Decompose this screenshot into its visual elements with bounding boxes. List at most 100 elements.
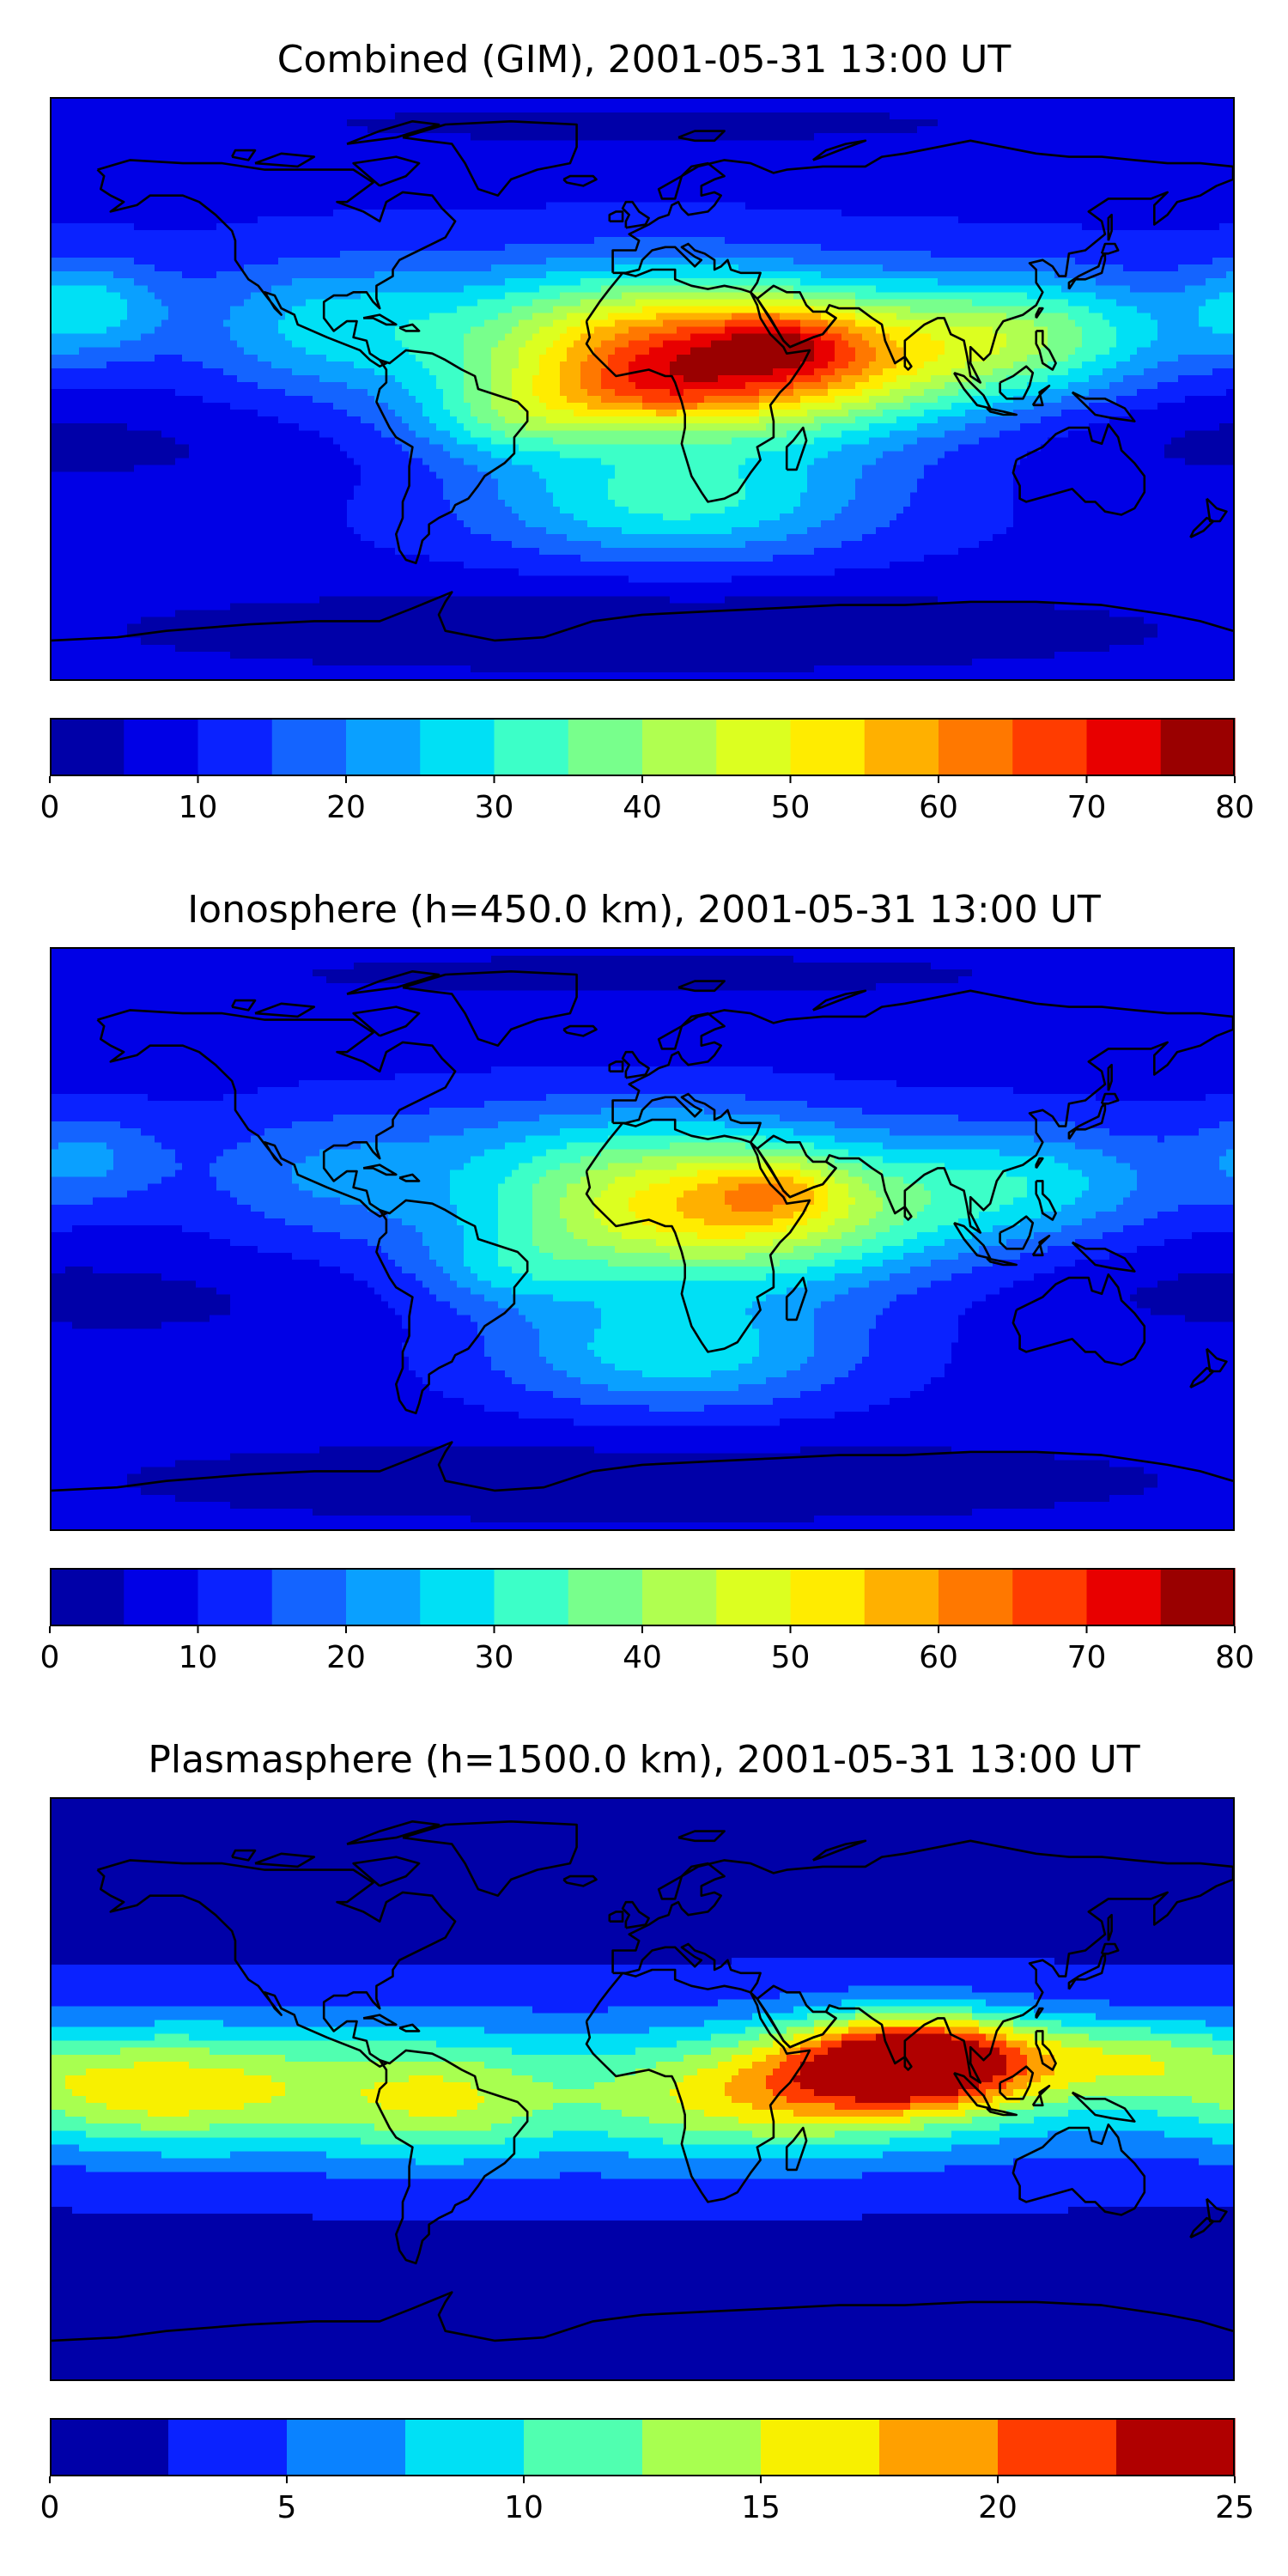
contour-cell — [615, 264, 623, 272]
contour-cell — [340, 112, 348, 120]
contour-cell — [1109, 99, 1117, 106]
contour-cell — [285, 140, 293, 149]
contour-cell — [683, 154, 691, 162]
contour-cell — [93, 251, 100, 258]
contour-cell — [896, 112, 904, 120]
contour-cell — [1054, 278, 1062, 287]
contour-cell — [704, 209, 712, 217]
contour-cell — [1226, 99, 1233, 106]
contour-cell — [663, 209, 671, 217]
contour-cell — [464, 147, 471, 155]
contour-cell — [443, 292, 451, 301]
contour-cell — [120, 161, 128, 169]
contour-cell — [409, 278, 416, 287]
contour-cell — [622, 292, 629, 301]
contour-cell — [161, 181, 169, 190]
contour-cell — [395, 188, 403, 197]
contour-cell — [986, 147, 993, 155]
contour-cell — [1048, 140, 1055, 149]
contour-cell — [1096, 229, 1103, 238]
contour-cell — [251, 236, 258, 245]
contour-cell — [690, 140, 698, 149]
contour-cell — [1041, 99, 1048, 106]
contour-cell — [1068, 285, 1076, 294]
contour-cell — [182, 106, 190, 113]
contour-cell — [175, 126, 183, 135]
contour-cell — [484, 258, 492, 265]
contour-cell — [65, 174, 73, 183]
contour-cell — [745, 236, 753, 245]
contour-cell — [161, 222, 169, 231]
contour-cell — [704, 167, 712, 176]
contour-cell — [697, 112, 705, 120]
contour-cell — [381, 181, 389, 190]
contour-cell — [120, 244, 128, 252]
contour-cell — [1006, 195, 1014, 204]
contour-cell — [869, 222, 877, 231]
contour-cell — [917, 99, 925, 106]
contour-cell — [134, 195, 142, 204]
contour-cell — [271, 126, 279, 135]
contour-cell — [780, 181, 787, 190]
contour-cell — [313, 216, 320, 224]
contour-cell — [58, 216, 66, 224]
contour-cell — [938, 119, 945, 127]
contour-cell — [526, 126, 533, 135]
contour-cell — [416, 244, 423, 252]
contour-cell — [1041, 209, 1048, 217]
contour-cell — [155, 202, 162, 210]
contour-cell — [979, 209, 987, 217]
contour-cell — [890, 174, 897, 183]
contour-cell — [683, 181, 691, 190]
contour-cell — [1212, 229, 1220, 238]
contour-cell — [986, 278, 993, 287]
contour-cell — [368, 244, 375, 252]
contour-cell — [1123, 140, 1131, 149]
contour-cell — [1199, 181, 1206, 190]
contour-cell — [58, 188, 66, 197]
contour-cell — [1192, 181, 1200, 190]
contour-cell — [340, 216, 348, 224]
contour-cell — [622, 285, 629, 294]
contour-cell — [574, 278, 581, 287]
contour-cell — [374, 202, 382, 210]
contour-cell — [161, 140, 169, 149]
contour-cell — [1171, 112, 1179, 120]
contour-cell — [354, 258, 361, 265]
contour-cell — [1151, 264, 1158, 272]
contour-cell — [120, 236, 128, 245]
contour-cell — [1068, 126, 1076, 135]
contour-cell — [683, 264, 691, 272]
contour-cell — [244, 161, 252, 169]
contour-cell — [498, 229, 506, 238]
contour-cell — [299, 271, 307, 280]
contour-cell — [732, 222, 739, 231]
contour-cell — [368, 133, 375, 142]
contour-cell — [1116, 161, 1124, 169]
contour-cell — [780, 126, 787, 135]
contour-cell — [422, 140, 430, 149]
contour-cell — [615, 258, 623, 265]
contour-cell — [285, 133, 293, 142]
contour-cell — [835, 126, 842, 135]
contour-cell — [883, 222, 890, 231]
contour-cell — [876, 126, 884, 135]
contour-cell — [1226, 140, 1233, 149]
contour-cell — [848, 126, 856, 135]
contour-cell — [471, 99, 478, 106]
contour-cell — [1006, 251, 1014, 258]
contour-cell — [512, 188, 519, 197]
contour-cell — [1048, 216, 1055, 224]
contour-cell — [965, 174, 973, 183]
contour-cell — [814, 285, 822, 294]
contour-cell — [931, 126, 939, 135]
contour-cell — [938, 174, 945, 183]
contour-cell — [168, 147, 176, 155]
contour-cell — [1164, 244, 1172, 252]
contour-cell — [374, 133, 382, 142]
contour-cell — [409, 99, 416, 106]
contour-cell — [1123, 147, 1131, 155]
contour-cell — [79, 106, 87, 113]
contour-cell — [429, 181, 437, 190]
contour-cell — [1157, 112, 1165, 120]
